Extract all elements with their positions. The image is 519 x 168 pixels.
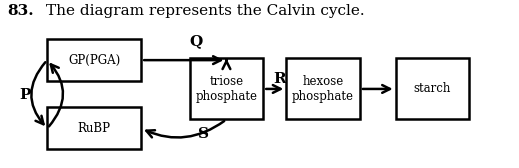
Text: P: P [20,88,31,102]
Text: GP(PGA): GP(PGA) [68,54,120,67]
Text: Q: Q [189,34,202,48]
Bar [286,58,360,119]
Text: S: S [198,127,209,141]
Text: triose
phosphate: triose phosphate [196,75,257,103]
Bar [47,39,141,81]
Bar [395,58,469,119]
Text: hexose
phosphate: hexose phosphate [292,75,354,103]
Text: RuBP: RuBP [78,122,111,135]
Text: The diagram represents the Calvin cycle.: The diagram represents the Calvin cycle. [46,4,364,18]
Bar [189,58,263,119]
Text: 83.: 83. [8,4,34,18]
Bar [47,108,141,150]
Text: starch: starch [414,82,451,95]
Text: R: R [274,72,286,86]
